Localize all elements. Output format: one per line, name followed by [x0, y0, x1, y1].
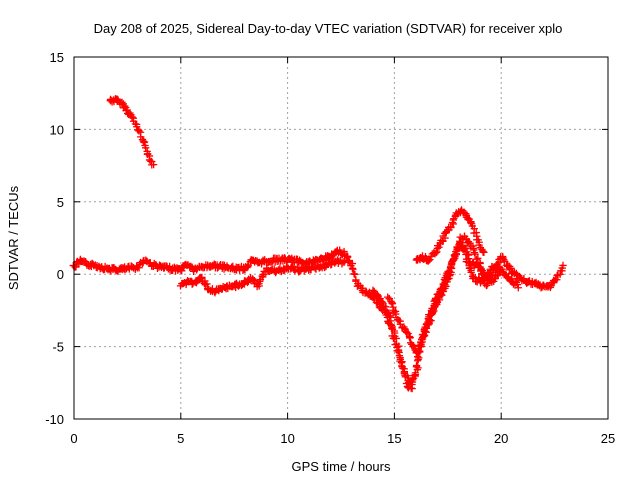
data-point: [497, 266, 505, 274]
data-point: [179, 279, 187, 288]
data-point: [467, 268, 475, 277]
x-tick-label: 5: [177, 431, 184, 446]
data-point: [471, 274, 479, 282]
y-tick-label: -10: [45, 412, 64, 427]
x-tick-label: 20: [494, 431, 508, 446]
data-point: [427, 316, 435, 325]
x-axis-label: GPS time / hours: [292, 459, 391, 474]
data-point: [476, 259, 484, 268]
data-point: [429, 305, 437, 314]
data-point: [210, 260, 218, 268]
data-point: [441, 276, 449, 285]
y-tick-label: 5: [57, 195, 64, 210]
data-point: [440, 275, 449, 284]
x-tick-label: 15: [387, 431, 401, 446]
data-point: [471, 250, 479, 258]
data-point: [414, 364, 422, 372]
data-point: [417, 336, 426, 344]
data-point: [415, 354, 423, 362]
data-point: [480, 248, 488, 257]
data-point: [397, 359, 406, 367]
data-point: [513, 270, 521, 279]
y-tick-label: -5: [52, 340, 64, 355]
data-point: [493, 272, 501, 280]
data-point: [484, 280, 492, 288]
data-point: [445, 267, 454, 275]
series-upper-trace: [106, 95, 158, 169]
data-point: [433, 297, 441, 306]
data-point: [349, 265, 357, 273]
series-peak-branch: [384, 232, 505, 357]
data-point: [514, 284, 522, 292]
data-point: [459, 245, 467, 253]
data-point: [333, 256, 342, 264]
data-point: [341, 257, 349, 265]
data-point: [396, 353, 404, 362]
data-point: [376, 294, 384, 303]
plot-border: [73, 56, 609, 420]
x-tick-label: 10: [280, 431, 294, 446]
data-point: [340, 258, 348, 266]
data-point: [494, 271, 502, 279]
data-point: [388, 323, 396, 331]
data-point: [409, 376, 417, 384]
data-point: [128, 113, 136, 121]
data-point: [149, 161, 158, 169]
series-main-trace: [69, 239, 567, 393]
data-point: [404, 329, 412, 338]
data-marks: [69, 95, 567, 393]
x-tick-label: 25: [601, 431, 615, 446]
y-axis-label: SDTVAR / TECUs: [6, 185, 21, 290]
data-point: [411, 370, 420, 379]
data-point: [425, 256, 433, 264]
y-tick-label: 10: [50, 122, 64, 137]
data-point: [460, 246, 468, 255]
x-tick-label: 0: [70, 431, 77, 446]
data-point: [146, 258, 154, 267]
data-point: [501, 257, 509, 266]
data-point: [351, 270, 359, 279]
data-point: [462, 250, 470, 259]
data-point: [435, 243, 443, 251]
data-point: [472, 255, 481, 263]
series-secondary-trace: [176, 256, 349, 297]
data-point: [414, 347, 423, 355]
y-tick-label: 15: [50, 50, 64, 65]
data-point: [513, 280, 522, 289]
chart-title: Day 208 of 2025, Sidereal Day-to-day VTE…: [94, 21, 563, 36]
grid: [74, 57, 608, 419]
data-point: [350, 270, 358, 278]
data-point: [413, 357, 422, 365]
data-point: [203, 280, 211, 288]
data-point: [426, 255, 434, 264]
data-point: [464, 258, 472, 267]
axis-ticks: 0 5 10 15 20 25 -10 -5 0 5 10 15: [45, 50, 615, 446]
series-high-peak-trace: [412, 206, 488, 265]
data-point: [395, 348, 403, 357]
y-tick-label: 0: [57, 267, 64, 282]
data-point: [455, 241, 463, 249]
data-point: [559, 261, 567, 270]
data-point: [447, 263, 455, 271]
data-point: [450, 256, 458, 264]
